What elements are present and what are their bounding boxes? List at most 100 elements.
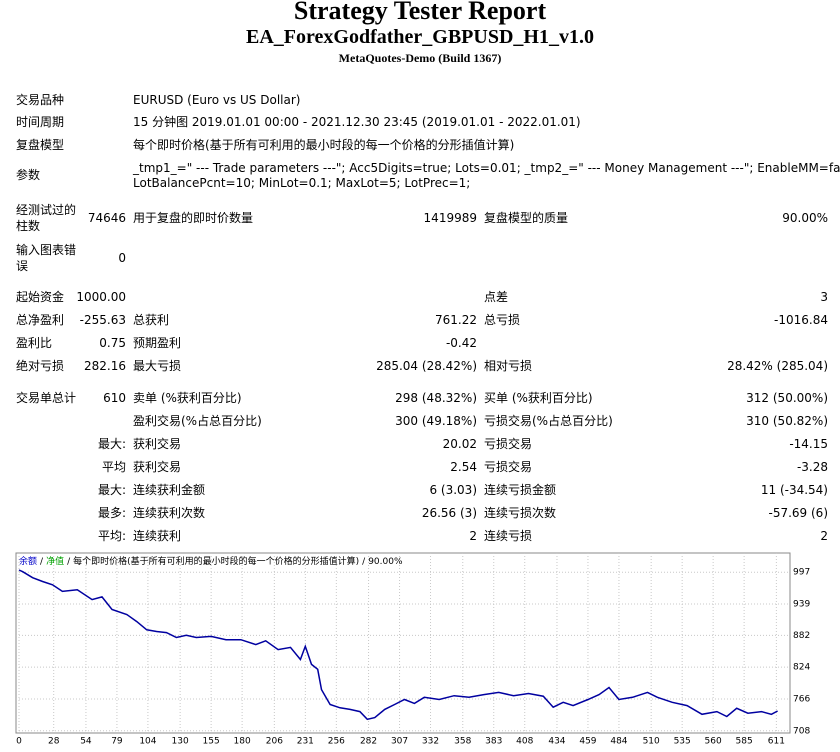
stat-value: -0.42 (445, 336, 477, 350)
info-label: 复盘模型 (16, 138, 65, 152)
info-value: 每个即时价格(基于所有可利用的最小时段的每一个价格的分形插值计算) (133, 138, 515, 152)
stat-label: 连续亏损次数 (484, 506, 557, 520)
stat-label: 连续亏损金额 (484, 483, 557, 497)
stat-value: 282.16 (84, 359, 126, 373)
stat-value: 285.04 (28.42%) (376, 359, 477, 373)
stat-label: 卖单 (%获利百分比) (133, 391, 242, 405)
stat-value: 310 (50.82%) (746, 414, 828, 428)
stat-value: -14.15 (789, 437, 828, 451)
stat-label: 预期盈利 (133, 336, 182, 350)
stat-value: 6 (3.03) (429, 483, 477, 497)
x-tick-label: 484 (610, 737, 627, 747)
info-label: 时间周期 (16, 115, 65, 129)
x-tick-label: 611 (768, 737, 785, 747)
stat-label: 相对亏损 (484, 359, 533, 373)
stat-label: 平均 (101, 460, 126, 474)
stat-value: 28.42% (285.04) (727, 359, 828, 373)
stat-label: 连续亏损 (484, 529, 533, 543)
stat-label: 误 (16, 259, 29, 273)
x-tick-label: 180 (234, 737, 251, 747)
stat-label: 最大: (97, 483, 126, 497)
x-tick-label: 585 (736, 737, 753, 747)
stat-label: 总亏损 (484, 313, 521, 327)
stat-value: -1016.84 (774, 313, 828, 327)
x-tick-label: 231 (297, 737, 314, 747)
report-title: Strategy Tester Report (293, 0, 547, 25)
x-tick-label: 206 (266, 737, 283, 747)
stat-label: 输入图表错 (16, 243, 77, 257)
info-value: EURUSD (Euro vs US Dollar) (133, 93, 301, 107)
x-tick-label: 79 (111, 737, 123, 747)
stat-label: 经测试过的 (16, 203, 77, 217)
x-tick-label: 282 (360, 737, 377, 747)
stat-value: 11 (-34.54) (760, 483, 828, 497)
x-tick-label: 0 (16, 737, 22, 747)
x-tick-label: 332 (422, 737, 439, 747)
stat-value: 2 (469, 529, 477, 543)
stat-label: 用于复盘的即时价数量 (133, 211, 254, 225)
x-tick-label: 358 (454, 737, 471, 747)
x-tick-label: 510 (643, 737, 660, 747)
x-tick-label: 459 (579, 737, 596, 747)
stat-label: 最大亏损 (133, 359, 182, 373)
y-tick-label: 939 (793, 600, 810, 610)
balance-line (18, 569, 778, 721)
stat-value: 298 (48.32%) (395, 391, 477, 405)
x-tick-label: 408 (516, 737, 533, 747)
chart-header-part: 余额 (19, 555, 37, 567)
x-tick-label: 434 (548, 737, 565, 747)
chart-frame (15, 552, 791, 734)
stat-value: 1000.00 (76, 290, 126, 304)
stat-label: 最多: (97, 506, 126, 520)
stat-label: 复盘模型的质量 (484, 211, 569, 225)
stat-value: 312 (50.00%) (746, 391, 828, 405)
info-value: _tmp1_=" --- Trade parameters ---"; Acc5… (133, 160, 840, 175)
stat-value: 761.22 (435, 313, 477, 327)
stat-value: 90.00% (782, 211, 828, 225)
stat-value: 2 (820, 529, 828, 543)
x-tick-label: 535 (674, 737, 691, 747)
y-tick-label: 766 (793, 694, 810, 704)
server-name: MetaQuotes-Demo (Build 1367) (338, 51, 502, 65)
stat-label: 盈利比 (16, 336, 53, 350)
stat-label: 平均: (97, 529, 126, 543)
x-tick-label: 104 (139, 737, 156, 747)
stat-label: 买单 (%获利百分比) (484, 391, 593, 405)
chart-header-part: / (67, 557, 71, 567)
stat-label: 亏损交易 (484, 460, 533, 474)
stat-label: 最大: (97, 437, 126, 451)
stat-label: 交易单总计 (16, 391, 77, 405)
stat-value: 26.56 (3) (421, 506, 477, 520)
report-subtitle: EA_ForexGodfather_GBPUSD_H1_v1.0 (246, 26, 594, 48)
chart-header: 余额 / 净值 / 每个即时价格(基于所有可利用的最小时段的每一个价格的分形插值计算) /… (19, 555, 403, 567)
stat-value: 0 (118, 251, 126, 265)
stat-label: 获利交易 (133, 437, 182, 451)
y-tick-label: 997 (793, 568, 810, 578)
y-tick-label: 882 (793, 631, 810, 641)
stat-value: 0.75 (99, 336, 126, 350)
x-tick-label: 155 (203, 737, 220, 747)
stat-value: 74646 (87, 211, 126, 225)
info-value: 15 分钟图 2019.01.01 00:00 - 2021.12.30 23:… (133, 115, 581, 129)
stat-value: -3.28 (796, 460, 828, 474)
chart-header-part: 90.00% (368, 557, 403, 567)
info-label: 交易品种 (16, 93, 65, 107)
stat-label: 盈利交易(%占总百分比) (133, 414, 262, 428)
stat-value: 20.02 (442, 437, 477, 451)
stat-label: 点差 (484, 290, 509, 304)
stat-label: 连续获利 (133, 529, 182, 543)
x-tick-label: 28 (48, 737, 60, 747)
chart-header-part: / (40, 557, 44, 567)
stat-value: 300 (49.18%) (395, 414, 477, 428)
stat-label: 亏损交易(%占总百分比) (484, 414, 613, 428)
stat-value: -255.63 (79, 313, 126, 327)
stat-value: 1419989 (423, 211, 477, 225)
x-tick-label: 383 (485, 737, 502, 747)
chart-header-part: 净值 (46, 555, 64, 567)
stat-label: 绝对亏损 (16, 359, 65, 373)
stat-label: 总获利 (133, 313, 170, 327)
x-tick-label: 54 (80, 737, 92, 747)
stat-label: 获利交易 (133, 460, 182, 474)
stat-value: 3 (820, 290, 828, 304)
